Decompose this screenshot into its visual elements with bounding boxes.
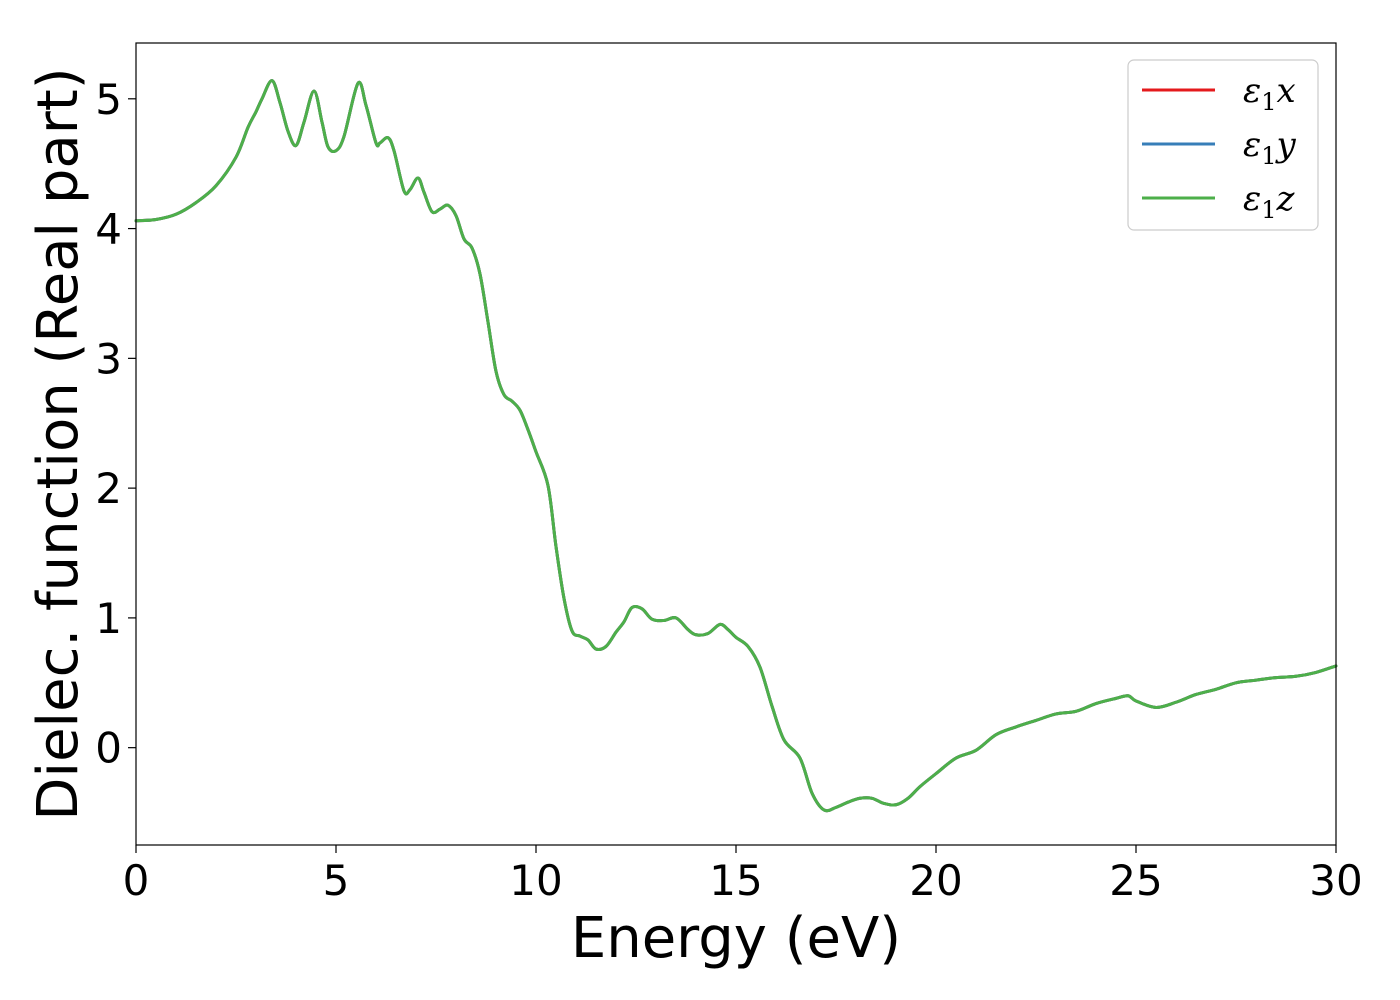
y-tick-label: 5 bbox=[95, 75, 122, 124]
y-tick-label: 4 bbox=[95, 205, 122, 254]
x-tick-label: 5 bbox=[323, 856, 350, 905]
x-axis-label: Energy (eV) bbox=[571, 906, 901, 971]
series-layer bbox=[134, 79, 1338, 813]
legend-label-x: ε1x bbox=[1243, 71, 1296, 116]
series-line-z bbox=[134, 79, 1338, 813]
legend-label-y: ε1y bbox=[1243, 125, 1297, 170]
x-tick-label: 10 bbox=[509, 856, 562, 905]
legend: ε1x ε1y ε1z bbox=[1127, 59, 1319, 231]
y-axis-label: Dielec. function (Real part) bbox=[26, 67, 91, 820]
legend-label-z: ε1z bbox=[1243, 179, 1296, 224]
x-tick-label: 30 bbox=[1309, 856, 1362, 905]
legend-box bbox=[1127, 59, 1319, 231]
y-axis-ticks: 0 1 2 3 4 5 bbox=[95, 75, 136, 773]
y-tick-label: 3 bbox=[95, 334, 122, 383]
y-tick-label: 1 bbox=[95, 594, 122, 643]
x-tick-label: 20 bbox=[909, 856, 962, 905]
x-axis-ticks: 0 5 10 15 20 25 30 bbox=[123, 845, 1363, 905]
y-tick-label: 0 bbox=[95, 724, 122, 773]
x-tick-label: 15 bbox=[709, 856, 762, 905]
x-tick-label: 0 bbox=[123, 856, 150, 905]
plot-frame bbox=[135, 42, 1337, 846]
y-tick-label: 2 bbox=[95, 464, 122, 513]
x-tick-label: 25 bbox=[1109, 856, 1162, 905]
